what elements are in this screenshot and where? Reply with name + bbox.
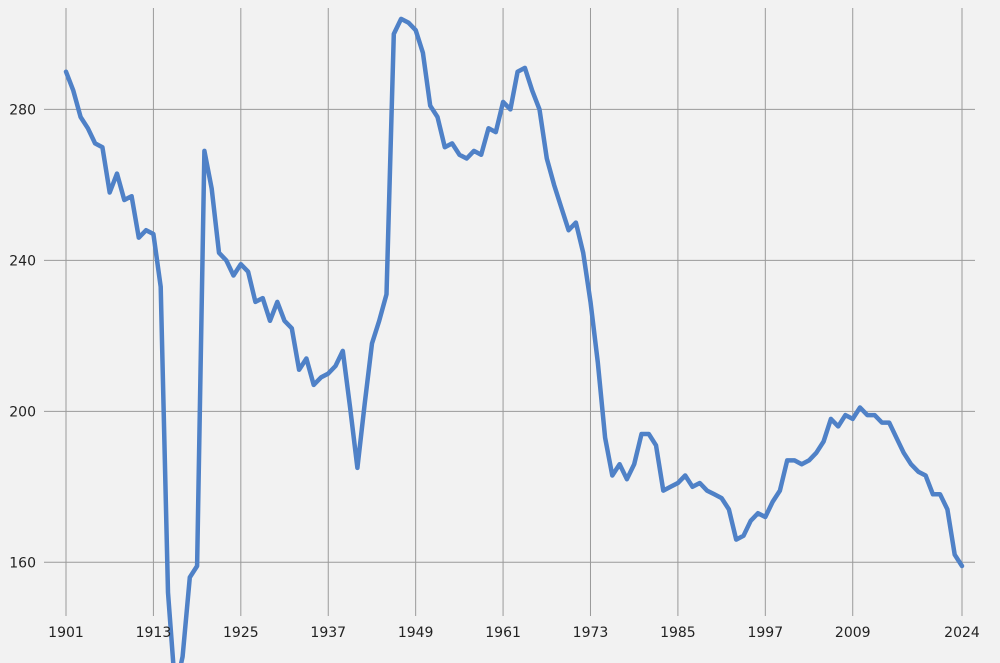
y-tick-label: 160 (9, 555, 36, 571)
y-tick-label: 240 (9, 253, 36, 269)
x-tick-label: 2009 (835, 625, 871, 641)
x-tick-label: 1913 (136, 625, 172, 641)
x-tick-label: 1949 (398, 625, 434, 641)
series-layer (63, 16, 965, 663)
x-axis-ticks: 1901 1913 1925 1937 1949 1961 1973 1985 1997 2009… (48, 625, 980, 641)
x-tick-label: 1937 (310, 625, 346, 641)
x-tick-label: 1901 (48, 625, 84, 641)
series-line (63, 16, 965, 663)
x-tick-label: 2024 (944, 625, 980, 641)
x-tick-label: 1973 (573, 625, 609, 641)
y-axis-ticks: 160 200 240 280 (9, 102, 36, 571)
y-tick-label: 200 (9, 404, 36, 420)
x-tick-label: 1961 (485, 625, 521, 641)
x-tick-label: 1925 (223, 625, 259, 641)
x-tick-label: 1985 (660, 625, 696, 641)
x-tick-label: 1997 (747, 625, 783, 641)
y-tick-label: 280 (9, 102, 36, 118)
gridlines (44, 8, 975, 616)
